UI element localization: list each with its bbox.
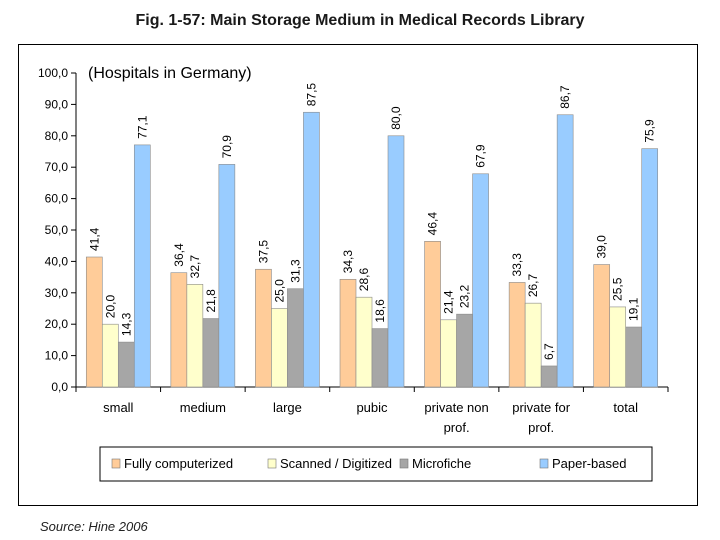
bar	[218, 164, 236, 388]
bar	[303, 111, 320, 388]
bar-value-label: 18,6	[373, 299, 387, 323]
legend-label: Fully computerized	[124, 456, 233, 471]
bar	[202, 318, 220, 388]
bar	[85, 256, 103, 388]
y-tick-label: 10,0	[45, 349, 69, 363]
bar-value-label: 37,5	[256, 240, 270, 264]
bar	[456, 313, 473, 388]
y-tick-label: 40,0	[45, 254, 69, 268]
y-tick-label: 90,0	[45, 97, 69, 111]
bar-value-label: 87,5	[304, 83, 318, 107]
bar-value-label: 25,0	[272, 279, 286, 303]
bar	[472, 173, 489, 388]
bar-value-label: 26,7	[526, 273, 540, 297]
bar	[271, 308, 288, 388]
bar	[540, 365, 558, 388]
chart-subtitle: (Hospitals in Germany)	[88, 65, 252, 82]
bar	[609, 306, 627, 388]
legend-label: Paper-based	[552, 456, 626, 471]
bar-value-label: 36,4	[172, 243, 186, 267]
bar-value-label: 23,2	[458, 284, 472, 308]
bar	[371, 328, 389, 388]
bar-value-label: 21,8	[204, 289, 218, 313]
y-tick-label: 70,0	[45, 160, 69, 174]
bar	[133, 144, 151, 388]
bar-value-label: 41,4	[87, 227, 101, 251]
bar	[524, 302, 542, 388]
bar-value-label: 19,1	[627, 297, 641, 321]
bar-value-label: 25,5	[611, 277, 625, 301]
bar	[440, 319, 457, 388]
legend-box	[99, 446, 653, 482]
category-label: total	[613, 400, 638, 415]
bar-value-label: 6,7	[542, 343, 556, 360]
y-tick-label: 20,0	[45, 317, 69, 331]
source-note: Source: Hine 2006	[40, 519, 148, 534]
bar-value-label: 32,7	[188, 255, 202, 279]
category-label: prof.	[444, 420, 470, 435]
bar-value-label: 39,0	[595, 235, 609, 259]
figure-title: Fig. 1-57: Main Storage Medium in Medica…	[135, 12, 585, 29]
category-label: private for	[512, 400, 570, 415]
category-label: small	[103, 400, 133, 415]
y-tick-label: 50,0	[45, 223, 69, 237]
bar	[287, 288, 304, 388]
category-label: medium	[180, 400, 226, 415]
bar	[424, 241, 441, 388]
category-label: large	[273, 400, 302, 415]
y-tick-label: 80,0	[45, 129, 69, 143]
bar-value-label: 21,4	[442, 290, 456, 314]
legend-label: Scanned / Digitized	[280, 456, 392, 471]
bar	[355, 296, 373, 388]
bar	[186, 284, 204, 388]
bar	[508, 282, 526, 388]
legend-swatch	[111, 458, 121, 469]
bar-value-label: 67,9	[474, 144, 488, 168]
legend-swatch	[539, 458, 549, 469]
bar	[593, 264, 611, 388]
y-tick-label: 0,0	[51, 380, 68, 394]
bar-value-label: 31,3	[288, 259, 302, 283]
category-label: private non	[424, 400, 488, 415]
category-label: prof.	[528, 420, 554, 435]
bar-value-label: 33,3	[510, 253, 524, 277]
bar	[255, 268, 272, 388]
bar-value-label: 14,3	[119, 312, 133, 336]
chart-frame	[18, 44, 698, 506]
legend-swatch	[267, 458, 277, 469]
bar	[101, 323, 119, 388]
bar-value-label: 77,1	[135, 115, 149, 139]
bar	[556, 114, 574, 388]
bar	[170, 272, 188, 388]
y-tick-label: 60,0	[45, 192, 69, 206]
bar-value-label: 46,4	[426, 212, 440, 236]
bar-value-label: 34,3	[341, 250, 355, 274]
category-label: pubic	[356, 400, 388, 415]
legend-swatch	[399, 458, 409, 469]
bar-value-label: 70,9	[220, 135, 234, 159]
bar	[625, 326, 643, 388]
bar-value-label: 28,6	[357, 268, 371, 292]
bar	[339, 278, 357, 388]
bar	[117, 341, 135, 388]
bar	[641, 148, 659, 388]
y-tick-label: 100,0	[38, 66, 68, 80]
y-tick-label: 30,0	[45, 286, 69, 300]
legend-label: Microfiche	[412, 456, 471, 471]
bar-value-label: 75,9	[643, 119, 657, 143]
bar-value-label: 80,0	[389, 106, 403, 130]
bar-value-label: 20,0	[103, 295, 117, 319]
bar-value-label: 86,7	[558, 85, 572, 109]
bar	[387, 135, 405, 388]
